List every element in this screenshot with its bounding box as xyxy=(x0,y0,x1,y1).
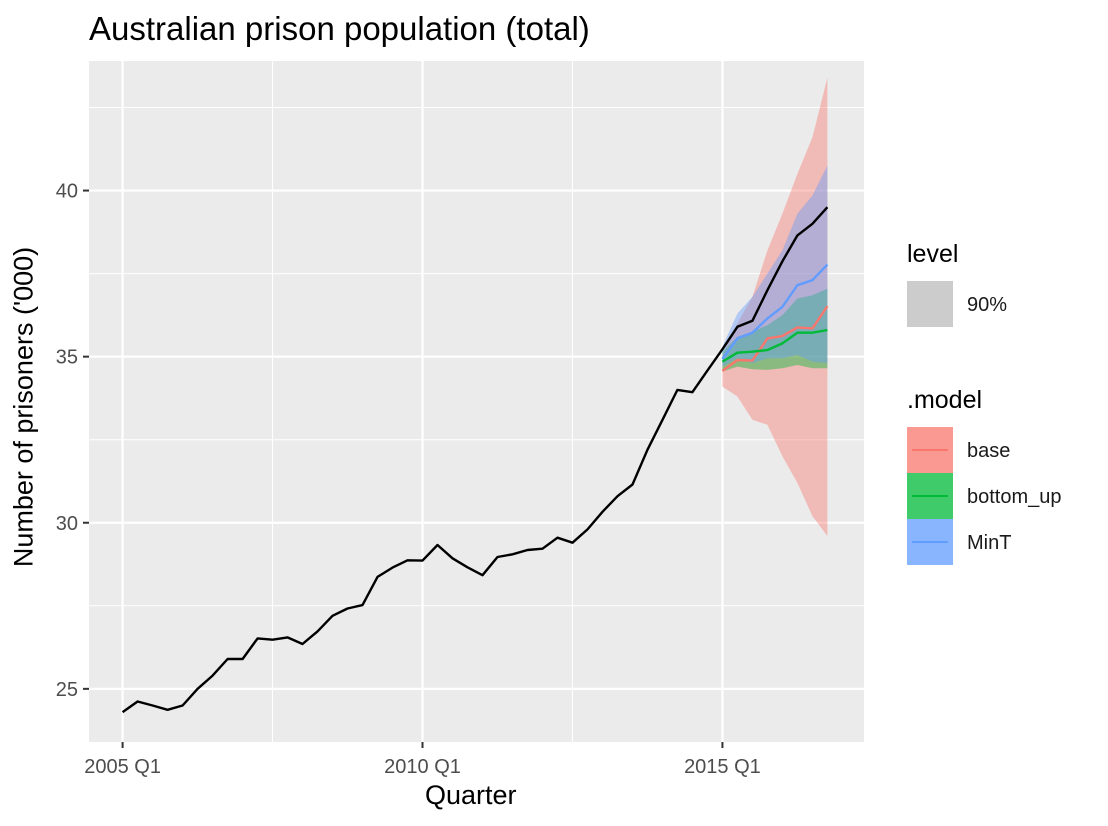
x-tick-label: 2010 Q1 xyxy=(384,756,461,778)
y-tick-label: 30 xyxy=(56,513,78,535)
interval-ribbon-base xyxy=(722,77,828,536)
legend-key-bottom-up xyxy=(907,473,953,519)
chart-title: Australian prison population (total) xyxy=(89,10,590,47)
y-axis-label: Number of prisoners ('000) xyxy=(8,246,39,568)
legend-key-base xyxy=(907,427,953,473)
legend-label-mint: MinT xyxy=(967,532,1012,554)
y-tick-label: 25 xyxy=(56,679,78,701)
legend-key-mint xyxy=(907,519,953,565)
y-tick-label: 40 xyxy=(56,181,78,203)
forecast-line-mint xyxy=(721,263,829,360)
legend-level-title: level xyxy=(907,240,959,268)
x-axis-label: Quarter xyxy=(425,780,517,810)
legend-label-bottom-up: bottom_up xyxy=(967,486,1062,508)
interval-ribbon-mint xyxy=(722,165,828,367)
x-tick-label: 2005 Q1 xyxy=(84,756,161,778)
y-tick-label: 35 xyxy=(56,347,78,369)
plot-panel xyxy=(89,61,864,742)
legend-label-base: base xyxy=(967,440,1011,462)
x-tick-label: 2015 Q1 xyxy=(684,756,761,778)
actual-series-line xyxy=(121,206,829,714)
legend-level-label: 90% xyxy=(967,294,1008,316)
forecast-line-bottom-up xyxy=(721,328,828,363)
forecast-line-base xyxy=(721,305,829,372)
legend-level-key xyxy=(907,281,953,327)
legend-model-title: .model xyxy=(907,386,983,414)
